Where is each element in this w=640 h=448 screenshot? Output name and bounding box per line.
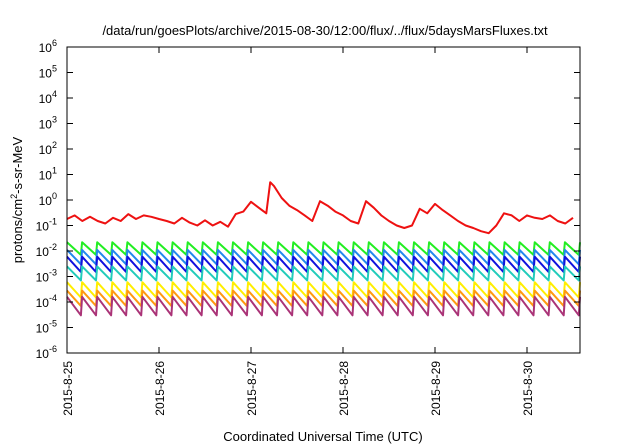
series-layer — [66, 181, 581, 317]
chart-title: /data/run/goesPlots/archive/2015-08-30/1… — [102, 23, 548, 38]
y-tick-label: 101 — [39, 166, 57, 183]
y-axis-label-rest: -s-sr-MeV — [10, 136, 25, 193]
series-line-8 — [66, 295, 581, 317]
y-tick-label: 104 — [39, 89, 57, 106]
x-ticks: 2015-8-25 2015-8-26 2015-8-27 2015-8-28 2015… — [61, 47, 535, 416]
series-line-1 — [66, 181, 574, 235]
x-axis-label: Coordinated Universal Time (UTC) — [223, 429, 422, 444]
x-tick-label: 2015-8-28 — [337, 361, 351, 416]
y-axis-label-sup: 2 — [9, 194, 19, 199]
x-tick-label: 2015-8-29 — [429, 361, 443, 416]
x-tick-label: 2015-8-27 — [245, 361, 259, 416]
y-tick-label: 10-6 — [36, 344, 57, 361]
y-tick-label: 106 — [39, 38, 57, 55]
y-axis-label-base: protons/cm — [10, 199, 25, 263]
y-tick-label: 10-5 — [36, 319, 57, 336]
series-line-5 — [66, 265, 581, 282]
y-axis-label: protons/cm2-s-sr-MeV — [9, 136, 25, 263]
y-tick-label: 10-3 — [36, 268, 57, 285]
y-tick-label: 10-1 — [36, 217, 57, 234]
y-tick-label: 105 — [39, 64, 57, 81]
y-tick-label: 100 — [39, 191, 57, 208]
y-tick-label: 10-2 — [36, 242, 57, 259]
y-tick-label: 10-4 — [36, 293, 57, 310]
x-tick-label: 2015-8-25 — [61, 361, 75, 416]
y-tick-label: 103 — [39, 115, 57, 132]
x-tick-label: 2015-8-26 — [153, 361, 167, 416]
x-tick-label: 2015-8-30 — [521, 361, 535, 416]
y-ticks: 10-6 10-5 10-4 10-3 10-2 10-1 100 101 102 103 104 1… — [36, 38, 580, 361]
y-tick-label: 102 — [39, 140, 57, 157]
